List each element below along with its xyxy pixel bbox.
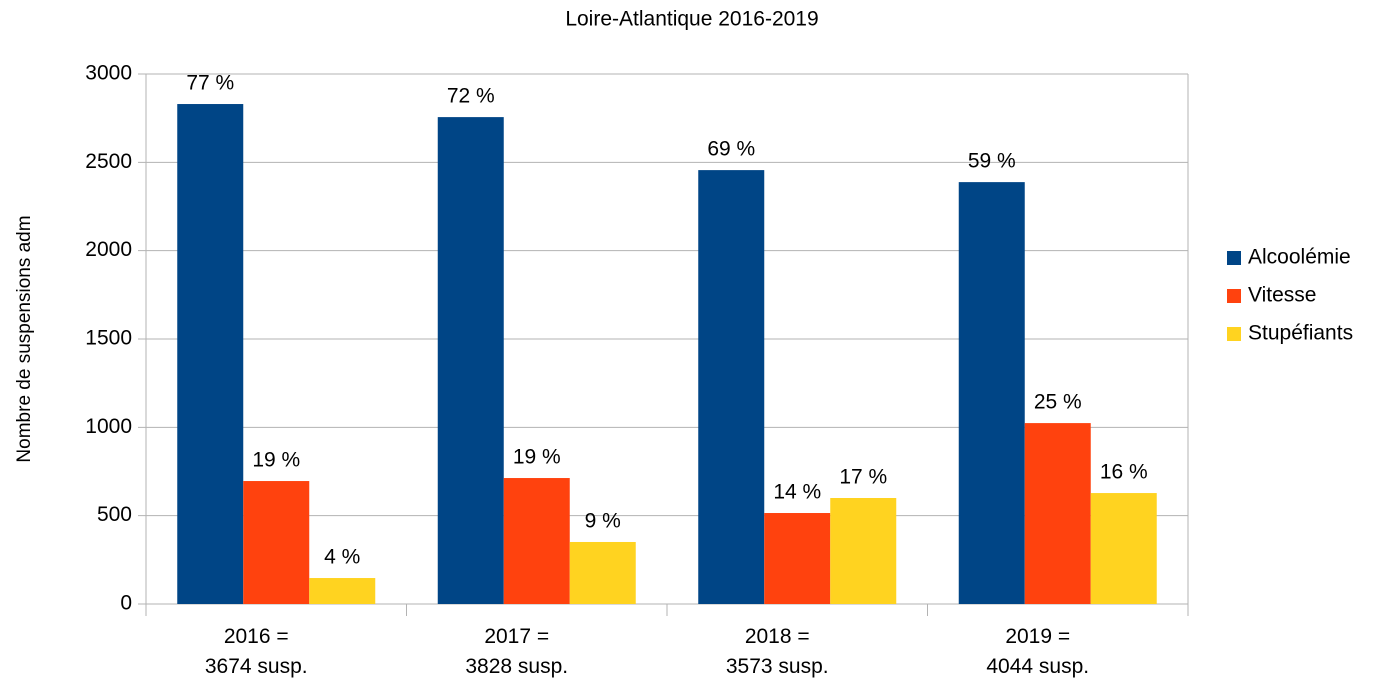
legend-label: Stupéfiants <box>1248 322 1353 345</box>
x-tick-label: 2016 = 3674 susp. <box>205 625 308 678</box>
bar <box>698 170 765 604</box>
legend-label: Vitesse <box>1248 284 1317 307</box>
data-label: 14 % <box>773 481 821 504</box>
data-label: 16 % <box>1100 461 1148 484</box>
y-tick-label: 2000 <box>85 238 132 261</box>
data-label: 9 % <box>585 510 621 533</box>
bar <box>830 498 897 604</box>
y-tick-label: 1500 <box>85 327 132 350</box>
bar <box>309 578 376 604</box>
data-label: 25 % <box>1034 391 1082 414</box>
data-label: 69 % <box>707 138 755 161</box>
y-tick-label: 500 <box>97 503 132 526</box>
legend-swatch <box>1227 251 1241 265</box>
y-tick-label: 3000 <box>85 62 132 85</box>
bar <box>764 513 831 604</box>
x-tick-label: 2019 = 4044 susp. <box>986 625 1089 678</box>
data-label: 77 % <box>186 72 234 95</box>
bar <box>958 182 1025 604</box>
bar <box>1024 423 1091 604</box>
bar <box>1090 493 1157 604</box>
data-label: 59 % <box>968 150 1016 173</box>
x-tick-label: 2017 = 3828 susp. <box>465 625 568 678</box>
data-label: 19 % <box>513 446 561 469</box>
bar <box>177 104 244 605</box>
y-tick-label: 2500 <box>85 150 132 173</box>
legend-swatch <box>1227 289 1241 303</box>
y-tick-label: 0 <box>120 592 132 615</box>
data-label: 72 % <box>447 85 495 108</box>
data-label: 4 % <box>324 546 360 569</box>
legend-label: Alcoolémie <box>1248 246 1351 269</box>
bar <box>437 117 504 605</box>
bar <box>503 478 570 604</box>
bar <box>569 541 636 604</box>
y-axis-label: Nombre de suspensions adm <box>14 215 35 462</box>
y-tick-label: 1000 <box>85 415 132 438</box>
legend-swatch <box>1227 327 1241 341</box>
chart-title: Loire-Atlantique 2016-2019 <box>565 8 818 31</box>
data-label: 17 % <box>839 466 887 489</box>
x-tick-label: 2018 = 3573 susp. <box>726 625 829 678</box>
bar <box>243 481 310 604</box>
data-label: 19 % <box>252 449 300 472</box>
